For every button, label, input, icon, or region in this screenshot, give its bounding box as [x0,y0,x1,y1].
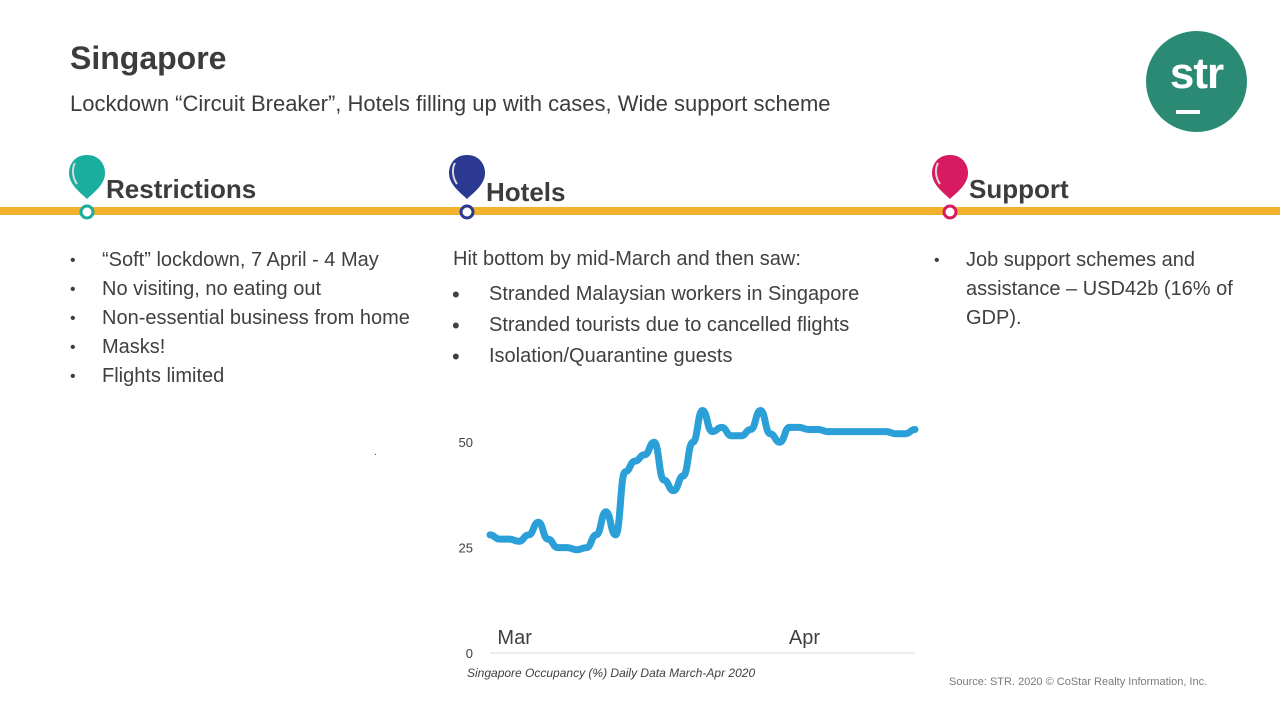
y-tick-label: 0 [466,646,473,661]
list-item: Masks! [70,333,410,362]
map-pin-icon [449,155,485,220]
list-item: Non-essential business from home [70,304,410,333]
x-tick-label: Apr [789,627,820,649]
list-item: Stranded Malaysian workers in Singapore [452,279,859,310]
list-item: Stranded tourists due to cancelled fligh… [452,310,859,341]
chart-caption: Singapore Occupancy (%) Daily Data March… [467,666,756,680]
map-pin-icon [932,155,968,220]
occupancy-series-line [486,407,919,554]
hotels-list: Stranded Malaysian workers in Singapore … [452,279,859,372]
list-item: Job support schemes and assistance – USD… [934,246,1256,333]
y-tick-labels: 0 25 50 [459,435,473,661]
timeline-bar [0,207,1280,215]
logo-text: str [1169,49,1224,98]
source-note: Source: STR. 2020 © CoStar Realty Inform… [949,676,1208,688]
y-tick-label: 25 [459,541,473,556]
page-title: Singapore [70,40,227,76]
hotels-intro: Hit bottom by mid-March and then saw: [453,248,801,270]
x-tick-labels: Mar Apr [497,627,820,649]
x-tick-label: Mar [497,627,532,649]
section-heading-restrictions: Restrictions [106,174,257,204]
map-pin-icon [69,155,105,220]
list-item: Isolation/Quarantine guests [452,341,859,372]
list-item: Flights limited [70,362,410,391]
stray-mark: . [374,447,377,458]
list-item: “Soft” lockdown, 7 April - 4 May [70,246,410,275]
section-heading-hotels: Hotels [486,177,566,207]
section-heading-support: Support [969,174,1069,204]
str-logo: str [1146,31,1247,132]
logo-underline [1176,110,1200,114]
occupancy-line-chart: 0 25 50 Mar Apr [459,407,919,661]
restrictions-list: “Soft” lockdown, 7 April - 4 May No visi… [70,246,410,391]
support-list: Job support schemes and assistance – USD… [934,246,1256,333]
y-tick-label: 50 [459,435,473,450]
list-item: No visiting, no eating out [70,275,410,304]
page-subtitle: Lockdown “Circuit Breaker”, Hotels filli… [70,91,831,116]
